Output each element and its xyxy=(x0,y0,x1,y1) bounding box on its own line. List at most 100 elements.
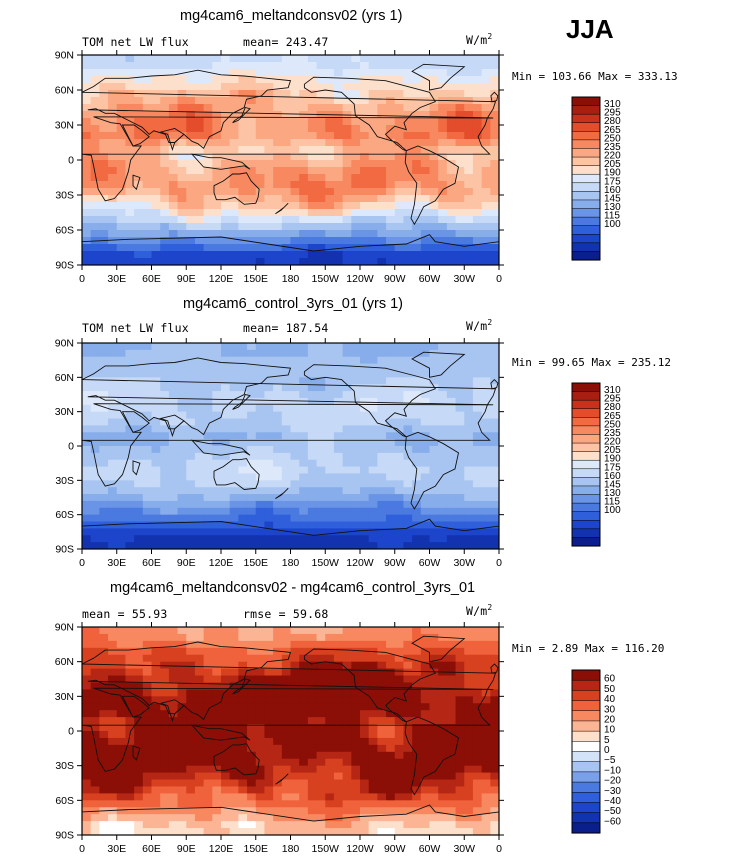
field-cell xyxy=(386,384,396,392)
field-cell xyxy=(186,55,196,63)
field-cell xyxy=(360,411,370,420)
field-cell xyxy=(212,500,222,509)
field-cell xyxy=(342,500,352,509)
colorbar-label: −30 xyxy=(604,786,621,797)
field-cell xyxy=(229,174,239,182)
field-cell xyxy=(108,411,118,420)
field-cell xyxy=(203,167,213,175)
field-cell xyxy=(125,800,135,808)
field-cell xyxy=(281,195,292,203)
field-cell xyxy=(229,800,239,808)
field-cell xyxy=(134,118,144,126)
field-cell xyxy=(238,188,248,196)
field-cell xyxy=(333,195,344,203)
field-cell xyxy=(160,55,170,63)
field-cell xyxy=(203,418,213,426)
field-cell xyxy=(186,521,196,529)
field-cell xyxy=(333,793,344,801)
field-cell xyxy=(420,446,431,454)
field-cell xyxy=(108,633,118,642)
field-cell xyxy=(229,370,239,378)
field-cell xyxy=(142,675,153,684)
field-cell xyxy=(368,542,378,549)
colorbar-swatch xyxy=(571,148,601,158)
field-cell xyxy=(420,459,431,468)
field-cell xyxy=(342,633,352,642)
field-cell xyxy=(412,507,422,516)
field-cell xyxy=(99,97,109,105)
field-cell xyxy=(290,459,300,468)
field-cell xyxy=(273,349,283,358)
field-cell xyxy=(281,404,292,413)
field-cell xyxy=(160,473,170,481)
field-cell xyxy=(238,800,248,808)
field-cell xyxy=(464,167,474,175)
field-cell xyxy=(351,230,361,238)
field-cell xyxy=(299,633,309,642)
field-cell xyxy=(307,167,318,175)
field-cell xyxy=(99,528,109,536)
field-cell xyxy=(203,703,213,711)
field-cell xyxy=(394,258,405,265)
field-cell xyxy=(464,432,474,440)
field-cell xyxy=(455,76,465,84)
field-cell xyxy=(116,814,127,822)
field-cell xyxy=(116,363,127,372)
field-cell xyxy=(290,216,300,224)
field-cell xyxy=(238,724,248,732)
field-cell xyxy=(116,425,127,433)
field-cell xyxy=(90,153,100,161)
field-cell xyxy=(420,209,431,217)
field-cell xyxy=(438,188,448,196)
field-cell xyxy=(455,90,465,98)
field-cell xyxy=(307,800,318,808)
field-cell xyxy=(464,487,474,495)
field-cell xyxy=(238,535,248,543)
colorbar-swatch xyxy=(571,502,601,513)
field-cell xyxy=(299,514,309,523)
field-cell xyxy=(203,786,213,794)
field-cell xyxy=(455,55,465,63)
field-cell xyxy=(325,55,335,63)
field-cell xyxy=(299,731,309,739)
north-america-coastline xyxy=(303,364,436,438)
field-cell xyxy=(403,160,413,168)
field-cell xyxy=(151,146,161,154)
field-cell xyxy=(455,494,465,502)
field-cell xyxy=(455,244,465,252)
field-cell xyxy=(325,724,335,732)
field-cell xyxy=(481,111,491,119)
field-cell xyxy=(108,814,118,822)
field-cell xyxy=(438,480,448,488)
field-cell xyxy=(446,535,457,543)
field-cell xyxy=(221,786,231,794)
field-cell xyxy=(247,251,257,259)
field-cell xyxy=(394,661,405,670)
field-cell xyxy=(125,765,135,774)
field-cell xyxy=(177,654,187,663)
field-cell xyxy=(160,384,170,392)
field-cell xyxy=(307,174,318,182)
field-cell xyxy=(134,800,144,808)
field-cell xyxy=(377,356,387,365)
field-cell xyxy=(290,494,300,502)
field-cell xyxy=(255,258,266,265)
field-cell xyxy=(290,97,300,105)
field-cell xyxy=(238,97,248,105)
field-cell xyxy=(273,202,283,210)
field-cell xyxy=(247,724,257,732)
field-cell xyxy=(403,202,413,210)
field-cell xyxy=(377,391,387,399)
field-cell xyxy=(333,411,344,420)
field-cell xyxy=(472,828,483,835)
field-cell xyxy=(212,779,222,788)
field-cell xyxy=(255,195,266,203)
field-cell xyxy=(368,487,378,495)
field-cell xyxy=(108,404,118,413)
field-cell xyxy=(446,125,457,133)
field-cell xyxy=(455,439,465,447)
field-cell xyxy=(221,821,231,829)
field-cell xyxy=(446,391,457,399)
field-cell xyxy=(377,363,387,372)
field-cell xyxy=(203,633,213,642)
